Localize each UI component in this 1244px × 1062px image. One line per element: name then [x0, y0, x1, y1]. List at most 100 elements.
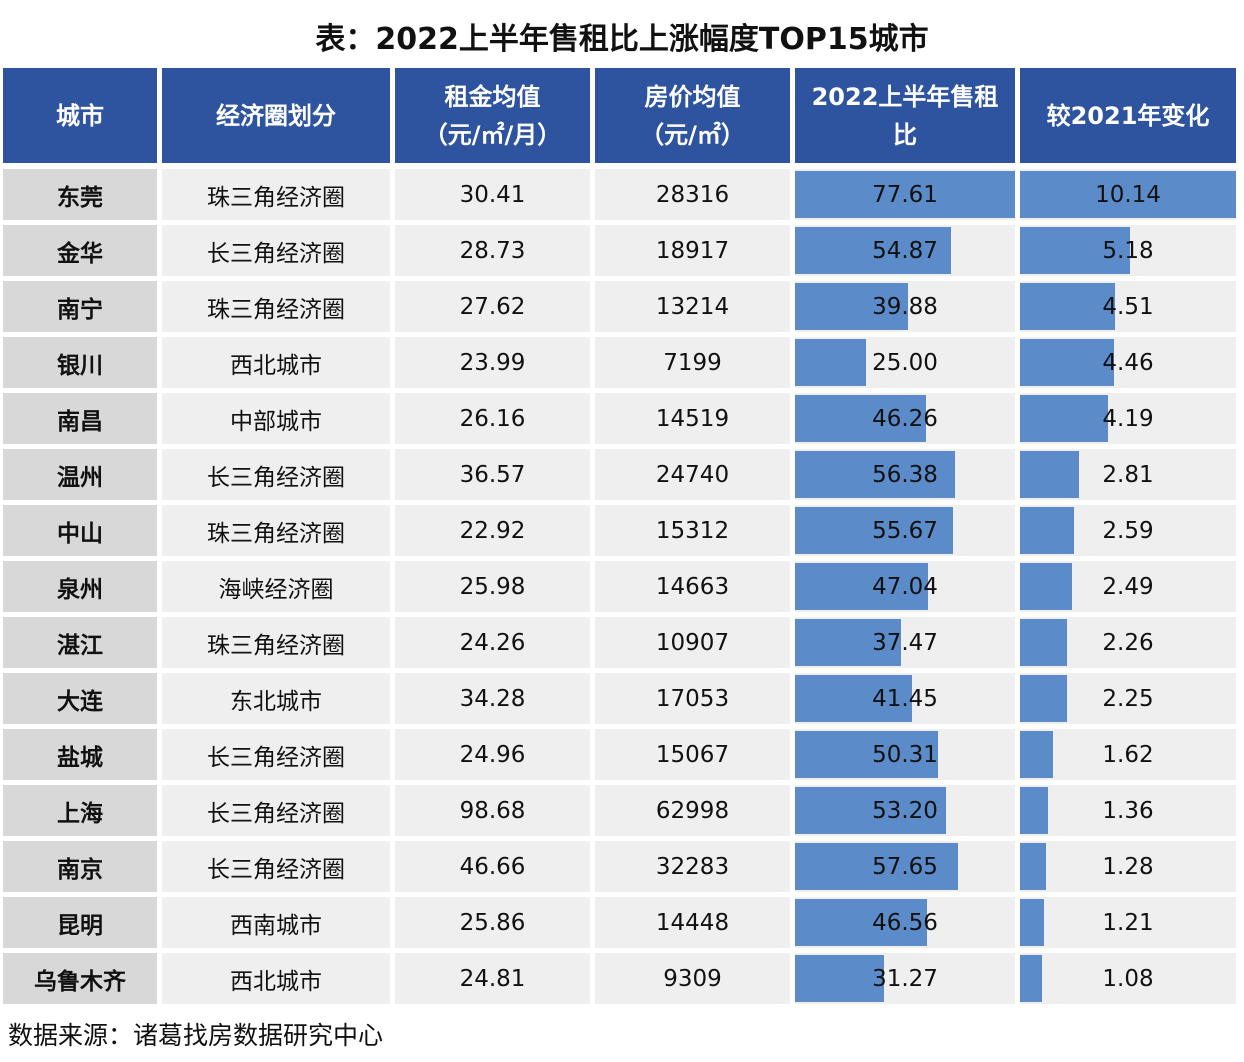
cell-value: 珠三角经济圈: [207, 520, 345, 547]
cell-price: 15067: [595, 729, 790, 780]
cell-value: 昆明: [57, 912, 103, 939]
cell-region: 西北城市: [162, 337, 390, 388]
data-bar: [795, 675, 913, 722]
cell-value: 1.21: [1102, 909, 1154, 936]
cell-value: 东北城市: [230, 688, 322, 715]
cell-city: 湛江: [3, 617, 157, 668]
cell-region: 长三角经济圈: [162, 729, 390, 780]
cell-price: 13214: [595, 281, 790, 332]
cell-rent: 98.68: [395, 785, 590, 836]
cell-ratio: 47.04: [795, 561, 1015, 612]
data-bar: [1020, 395, 1109, 442]
cell-value: 25.00: [872, 349, 938, 376]
cell-change: 1.21: [1020, 897, 1236, 948]
cell-city: 大连: [3, 673, 157, 724]
data-bar: [795, 787, 946, 834]
header-price: 房价均值（元/㎡）: [595, 68, 790, 163]
cell-rent: 26.16: [395, 393, 590, 444]
cell-value: 大连: [57, 688, 103, 715]
cell-value: 1.36: [1102, 797, 1154, 824]
cell-value: 47.04: [872, 573, 938, 600]
data-bar: [795, 619, 902, 666]
cell-city: 乌鲁木齐: [3, 953, 157, 1004]
cell-price: 18917: [595, 225, 790, 276]
cell-price: 14519: [595, 393, 790, 444]
cell-price: 14448: [595, 897, 790, 948]
cell-value: 28.73: [459, 237, 526, 264]
cell-value: 98.68: [459, 797, 526, 824]
cell-value: 57.65: [872, 853, 938, 880]
cell-city: 昆明: [3, 897, 157, 948]
source-note: 数据来源：诸葛找房数据研究中心: [8, 1021, 384, 1050]
cell-value: 2.25: [1102, 685, 1154, 712]
cell-price: 10907: [595, 617, 790, 668]
cell-value: 14663: [655, 573, 730, 600]
data-bar: [795, 955, 884, 1002]
cell-value: 西南城市: [230, 912, 322, 939]
cell-value: 46.56: [872, 909, 938, 936]
cell-rent: 34.28: [395, 673, 590, 724]
cell-region: 珠三角经济圈: [162, 505, 390, 556]
cell-price: 28316: [595, 169, 790, 220]
cell-value: 39.88: [872, 293, 938, 320]
cell-value: 2.59: [1102, 517, 1154, 544]
cell-value: 27.62: [459, 293, 526, 320]
cell-value: 22.92: [459, 517, 526, 544]
cell-value: 24740: [655, 461, 730, 488]
header-label: 较2021年变化: [1046, 101, 1210, 130]
cell-value: 25.86: [459, 909, 526, 936]
cell-value: 中山: [57, 520, 103, 547]
cell-price: 62998: [595, 785, 790, 836]
cell-region: 海峡经济圈: [162, 561, 390, 612]
cell-value: 15312: [655, 517, 730, 544]
cell-change: 10.14: [1020, 169, 1236, 220]
cell-city: 南京: [3, 841, 157, 892]
cell-value: 长三角经济圈: [207, 856, 345, 883]
cell-ratio: 41.45: [795, 673, 1015, 724]
cell-ratio: 55.67: [795, 505, 1015, 556]
cell-price: 17053: [595, 673, 790, 724]
cell-value: 5.18: [1102, 237, 1154, 264]
cell-value: 上海: [57, 800, 103, 827]
cell-city: 南昌: [3, 393, 157, 444]
cell-change: 2.25: [1020, 673, 1236, 724]
header-label: 经济圈划分: [216, 101, 336, 130]
data-bar: [795, 507, 953, 554]
cell-price: 24740: [595, 449, 790, 500]
cell-change: 5.18: [1020, 225, 1236, 276]
data-bar: [1020, 955, 1042, 1002]
header-ratio: 2022上半年售租比: [795, 68, 1015, 163]
cell-value: 31.27: [872, 965, 938, 992]
cell-region: 中部城市: [162, 393, 390, 444]
cell-value: 珠三角经济圈: [207, 296, 345, 323]
cell-rent: 27.62: [395, 281, 590, 332]
cell-rent: 30.41: [395, 169, 590, 220]
cell-value: 24.81: [459, 965, 526, 992]
cell-value: 36.57: [459, 461, 526, 488]
data-bar: [1020, 451, 1079, 498]
data-bar: [1020, 731, 1054, 778]
cell-ratio: 54.87: [795, 225, 1015, 276]
cell-value: 银川: [57, 352, 103, 379]
cell-value: 26.16: [459, 405, 526, 432]
cell-value: 温州: [57, 464, 103, 491]
cell-price: 15312: [595, 505, 790, 556]
cell-region: 西北城市: [162, 953, 390, 1004]
cell-value: 1.08: [1102, 965, 1154, 992]
cell-ratio: 37.47: [795, 617, 1015, 668]
cell-value: 23.99: [459, 349, 526, 376]
cell-value: 1.28: [1102, 853, 1154, 880]
cell-value: 中部城市: [230, 408, 322, 435]
cell-price: 14663: [595, 561, 790, 612]
cell-value: 南宁: [57, 296, 103, 323]
data-bar: [1020, 843, 1046, 890]
cell-rent: 24.26: [395, 617, 590, 668]
cell-value: 乌鲁木齐: [34, 968, 126, 995]
cell-region: 西南城市: [162, 897, 390, 948]
data-bar: [795, 283, 909, 330]
cell-value: 18917: [655, 237, 730, 264]
cell-value: 湛江: [57, 632, 103, 659]
cell-change: 1.36: [1020, 785, 1236, 836]
data-bar: [795, 843, 959, 890]
cell-ratio: 46.26: [795, 393, 1015, 444]
